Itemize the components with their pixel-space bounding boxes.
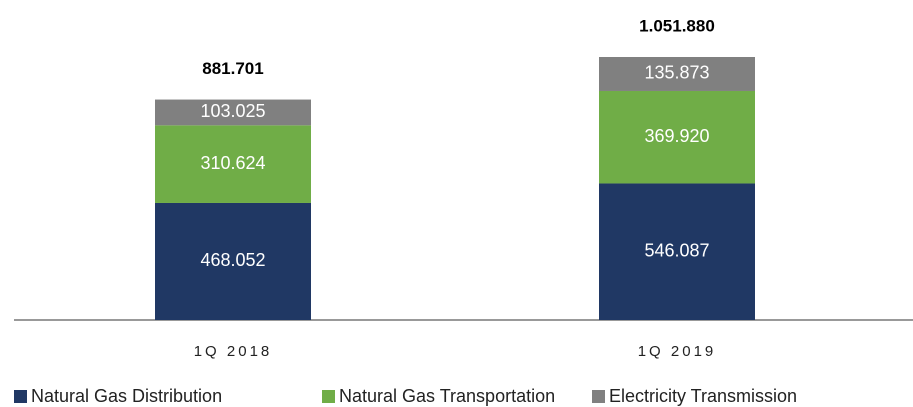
value-label: 546.087 — [644, 240, 709, 260]
total-label: 1.051.880 — [639, 16, 715, 35]
x-tick-label: 1Q 2019 — [638, 343, 717, 360]
legend-label: Natural Gas Transportation — [339, 386, 555, 406]
bar-segment — [599, 90, 755, 184]
bar-segment — [599, 183, 755, 320]
legend-swatch — [14, 390, 27, 403]
bar-segment — [155, 125, 311, 203]
legend-label: Electricity Transmission — [609, 386, 797, 406]
x-tick-label: 1Q 2018 — [194, 343, 273, 360]
legend-label: Natural Gas Distribution — [31, 386, 222, 406]
value-label: 369.920 — [644, 126, 709, 146]
bar-segment — [155, 99, 311, 126]
legend-swatch — [322, 390, 335, 403]
value-label: 310.624 — [200, 153, 265, 173]
value-label: 468.052 — [200, 250, 265, 270]
value-label: 135.873 — [644, 63, 709, 83]
total-label: 881.701 — [202, 59, 263, 78]
value-label: 103.025 — [200, 101, 265, 121]
bar-segment — [155, 202, 311, 320]
legend-swatch — [592, 390, 605, 403]
bar-segment — [599, 57, 755, 91]
